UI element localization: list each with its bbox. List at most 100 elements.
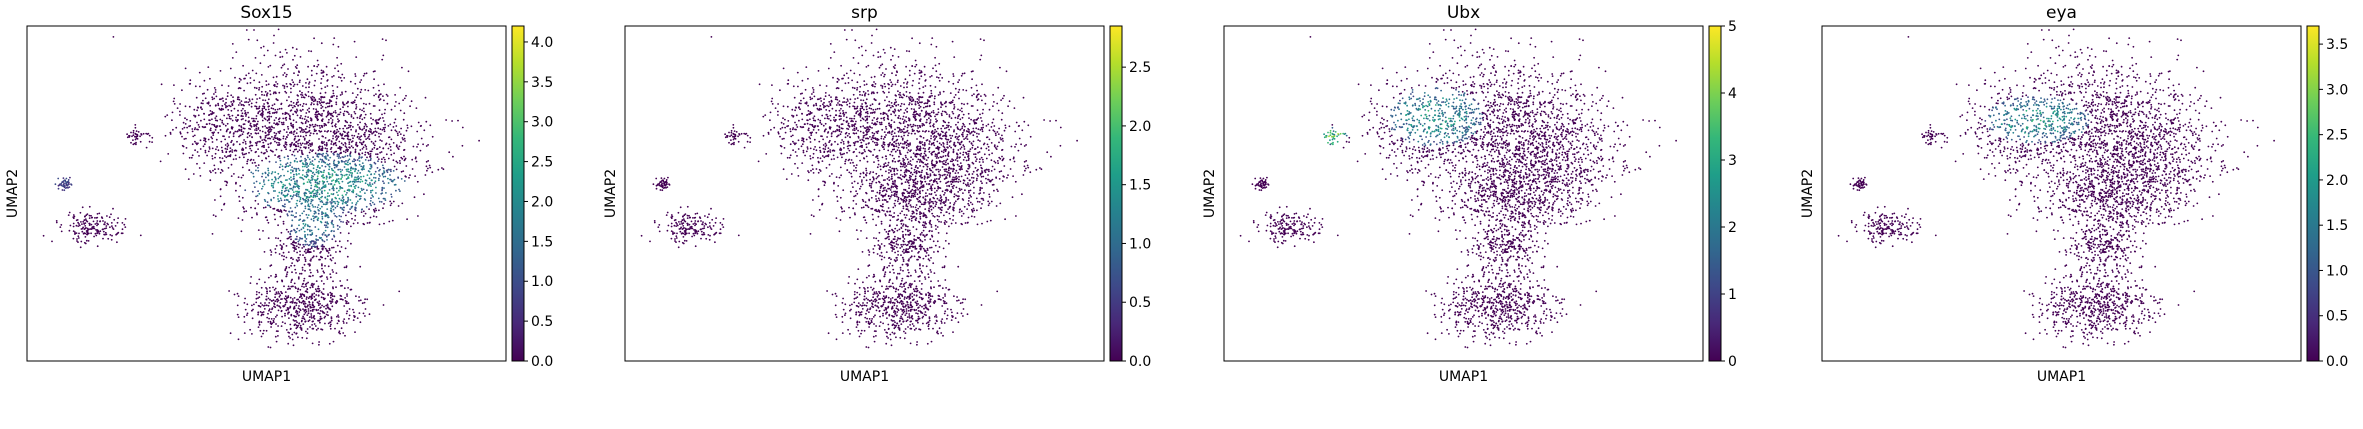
data-point — [378, 177, 380, 180]
data-point — [273, 303, 276, 306]
data-point — [261, 159, 263, 162]
data-point — [917, 127, 919, 129]
data-point — [930, 226, 933, 228]
data-point — [918, 82, 920, 84]
data-point — [286, 271, 289, 274]
data-point — [345, 134, 348, 137]
data-point — [317, 204, 320, 206]
data-point — [355, 195, 358, 198]
data-point — [218, 98, 221, 101]
data-point — [299, 79, 301, 82]
data-point — [296, 321, 298, 324]
data-point — [323, 316, 326, 319]
data-point — [917, 92, 920, 95]
data-point — [836, 80, 839, 83]
data-point — [208, 148, 211, 150]
data-point — [897, 109, 900, 112]
data-point — [57, 184, 60, 187]
data-point — [213, 164, 216, 167]
data-point — [299, 250, 301, 253]
data-point — [878, 121, 881, 124]
data-point — [845, 158, 847, 161]
data-point — [278, 132, 281, 135]
data-point — [253, 125, 256, 128]
data-point — [939, 73, 942, 76]
data-point — [345, 214, 347, 217]
data-point — [879, 123, 882, 126]
data-point — [304, 160, 307, 162]
data-point — [274, 287, 277, 290]
data-point — [209, 127, 212, 130]
data-point — [284, 48, 287, 51]
data-point — [255, 297, 258, 300]
data-point — [347, 221, 350, 223]
data-point — [922, 147, 925, 150]
data-point — [860, 45, 863, 48]
data-point — [293, 216, 296, 218]
data-point — [275, 291, 278, 294]
data-point — [375, 186, 377, 189]
data-point — [918, 69, 921, 72]
data-point — [406, 218, 408, 221]
data-point — [340, 327, 343, 330]
data-point — [792, 85, 795, 88]
data-point — [958, 97, 960, 100]
data-point — [394, 129, 397, 132]
data-point — [355, 103, 358, 106]
data-point — [280, 247, 283, 250]
data-point — [278, 107, 281, 110]
data-point — [344, 334, 346, 337]
data-point — [919, 125, 921, 127]
data-point — [332, 152, 335, 155]
data-point — [270, 311, 272, 314]
data-point — [255, 301, 258, 304]
data-point — [268, 126, 270, 128]
data-point — [283, 174, 285, 177]
data-point — [859, 185, 862, 188]
data-point — [230, 163, 233, 166]
data-point — [415, 107, 418, 109]
data-point — [225, 151, 228, 154]
data-point — [353, 178, 356, 181]
data-point — [252, 117, 255, 120]
data-point — [304, 115, 307, 118]
data-point — [245, 115, 247, 117]
data-point — [331, 114, 334, 117]
data-point — [356, 172, 359, 175]
data-point — [261, 107, 264, 110]
data-point — [354, 214, 357, 217]
data-point — [323, 143, 326, 146]
data-point — [305, 82, 307, 84]
data-point — [326, 226, 329, 229]
data-point — [886, 104, 889, 106]
data-point — [299, 117, 302, 119]
data-point — [370, 204, 372, 207]
data-point — [908, 69, 911, 72]
data-point — [244, 297, 247, 300]
data-point — [319, 170, 322, 173]
data-point — [326, 130, 329, 133]
data-point — [399, 190, 401, 193]
data-point — [395, 101, 397, 103]
data-point — [848, 105, 851, 108]
data-point — [354, 209, 357, 212]
data-point — [303, 96, 306, 99]
data-point — [276, 85, 278, 88]
data-point — [379, 139, 382, 142]
data-point — [882, 143, 885, 145]
data-point — [327, 255, 329, 258]
data-point — [277, 208, 279, 211]
data-point — [868, 142, 870, 144]
data-point — [429, 124, 432, 127]
data-point — [343, 161, 346, 163]
data-point — [241, 152, 244, 155]
data-point — [370, 185, 372, 188]
data-point — [80, 221, 82, 223]
data-point — [278, 176, 281, 178]
data-point — [200, 119, 202, 122]
data-point — [374, 127, 377, 130]
data-point — [384, 126, 386, 129]
data-point — [88, 222, 91, 225]
data-point — [323, 96, 326, 99]
data-point — [264, 281, 266, 284]
